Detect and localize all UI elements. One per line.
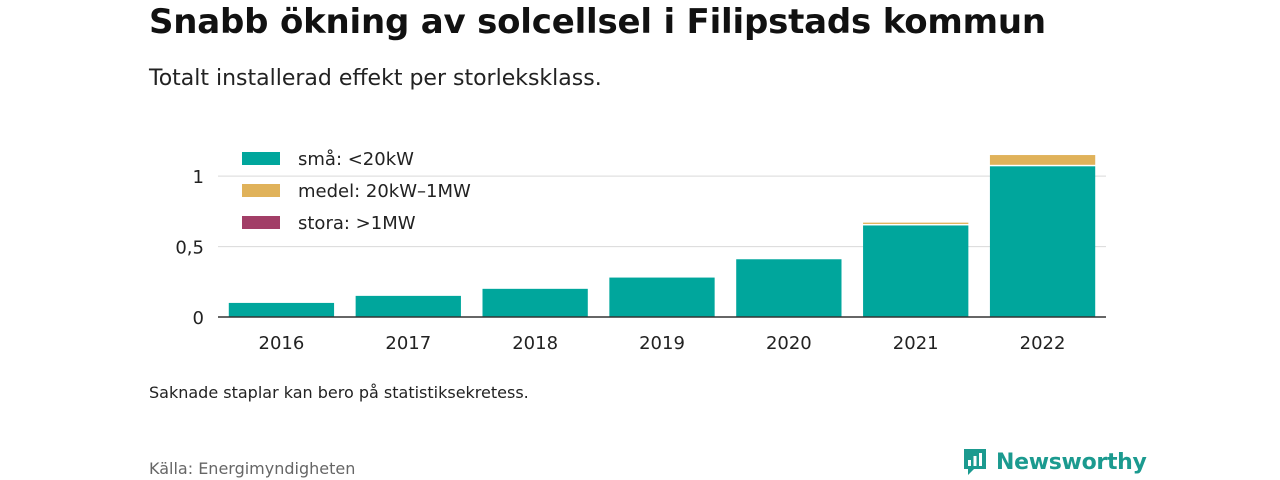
chart-title: Snabb ökning av solcellsel i Filipstads … [149, 2, 1046, 42]
x-tick-label: 2018 [512, 333, 558, 354]
bar-chart: 0 0,5 1 2016 2017 2018 2019 2020 2021 2022 små: <… [175, 149, 1106, 354]
source-label: Källa: Energimyndigheten [149, 459, 356, 478]
legend-label: medel: 20kW–1MW [298, 181, 471, 202]
chart-subtitle: Totalt installerad effekt per storlekskl… [149, 66, 602, 91]
y-tick-label: 1 [193, 167, 204, 188]
bar-segment [989, 155, 1096, 165]
legend-swatch [242, 152, 280, 165]
bar-segment [863, 225, 969, 317]
brand-name: Newsworthy [996, 449, 1147, 475]
x-tick-label: 2019 [639, 333, 685, 354]
x-tick-label: 2016 [259, 333, 305, 354]
y-tick-label: 0,5 [175, 238, 204, 259]
legend-label: små: <20kW [298, 149, 414, 170]
bar-segment [863, 222, 969, 224]
bar-segment [355, 295, 461, 317]
x-tick-label: 2022 [1020, 333, 1066, 354]
x-tick-label: 2020 [766, 333, 812, 354]
newsworthy-logo-icon [964, 449, 986, 475]
bar-segment [228, 302, 335, 317]
legend-label: stora: >1MW [298, 213, 416, 234]
newsworthy-brand: Newsworthy [962, 446, 1147, 478]
bar-segment [989, 166, 1096, 317]
bar-segment [482, 288, 588, 317]
x-tick-label: 2017 [385, 333, 431, 354]
bar-segment [736, 259, 842, 317]
chart-note: Saknade staplar kan bero på statistiksek… [149, 383, 529, 402]
x-tick-label: 2021 [893, 333, 939, 354]
bar-segment [609, 277, 715, 317]
y-tick-label: 0 [193, 308, 204, 329]
legend-swatch [242, 184, 280, 197]
legend-swatch [242, 216, 280, 229]
